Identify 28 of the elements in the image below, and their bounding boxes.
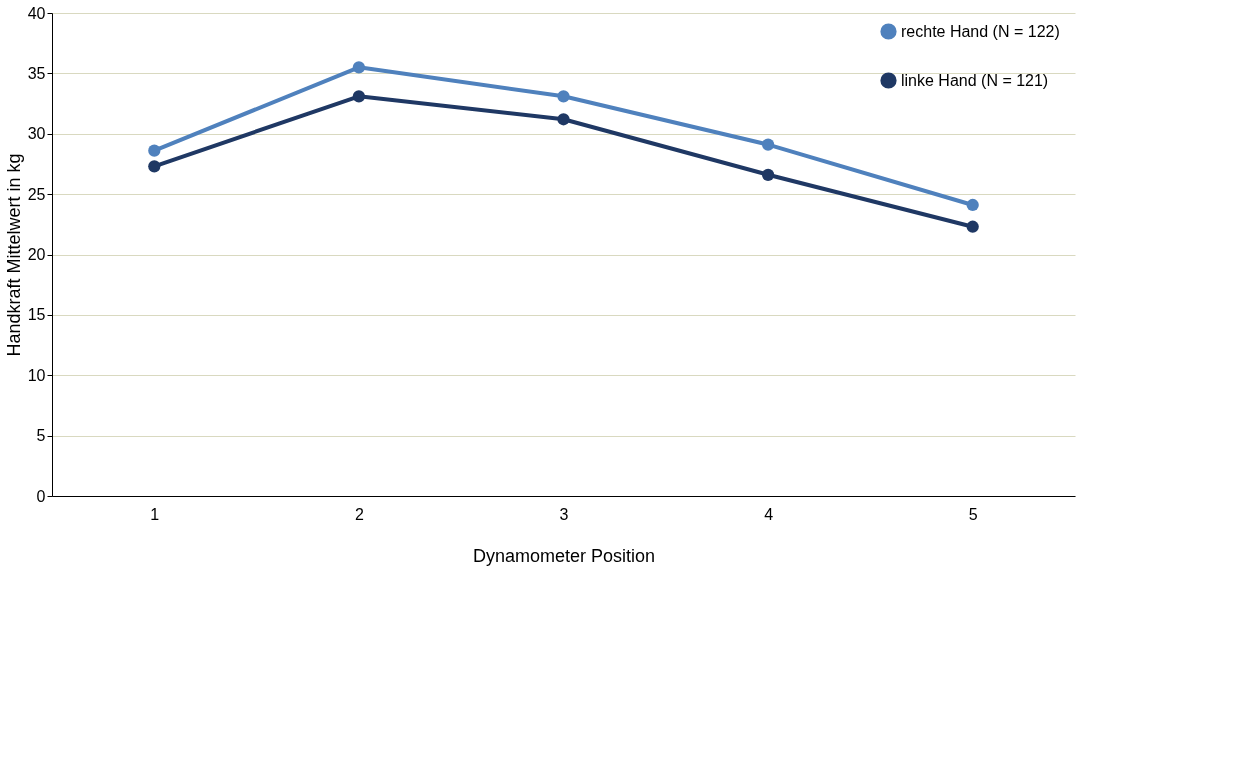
point [761, 138, 775, 151]
point [148, 144, 161, 157]
x-tick-label: 4 [764, 505, 774, 523]
y-tick-label: 10 [27, 366, 46, 384]
x-tick-label: 2 [354, 505, 364, 523]
x-axis-title: Dynamometer Position [472, 545, 656, 566]
x-tick-label: 5 [968, 505, 978, 523]
point [966, 220, 979, 233]
point [761, 168, 775, 181]
point [966, 198, 979, 212]
y-tick-label: 0 [36, 487, 46, 505]
y-tick-label: 5 [36, 427, 46, 445]
y-tick-label: 20 [27, 246, 46, 263]
point [557, 113, 570, 126]
point [557, 90, 570, 103]
x-tick-label: 3 [559, 505, 569, 523]
legend-label: linke Hand (N = 121) [901, 71, 1049, 89]
y-tick-label: 40 [27, 4, 46, 22]
point [352, 90, 366, 103]
y-tick-label: 35 [27, 64, 46, 82]
y-tick-label: 25 [27, 185, 46, 203]
legend-label: rechte Hand (N = 122) [901, 22, 1060, 40]
x-tick-label: 1 [150, 505, 160, 523]
y-tick-label: 30 [27, 125, 46, 143]
y-axis-title: Handkraft Mittelwert in kg [3, 153, 24, 357]
point [148, 160, 161, 173]
point [352, 61, 366, 74]
y-tick-label: 15 [27, 306, 46, 324]
